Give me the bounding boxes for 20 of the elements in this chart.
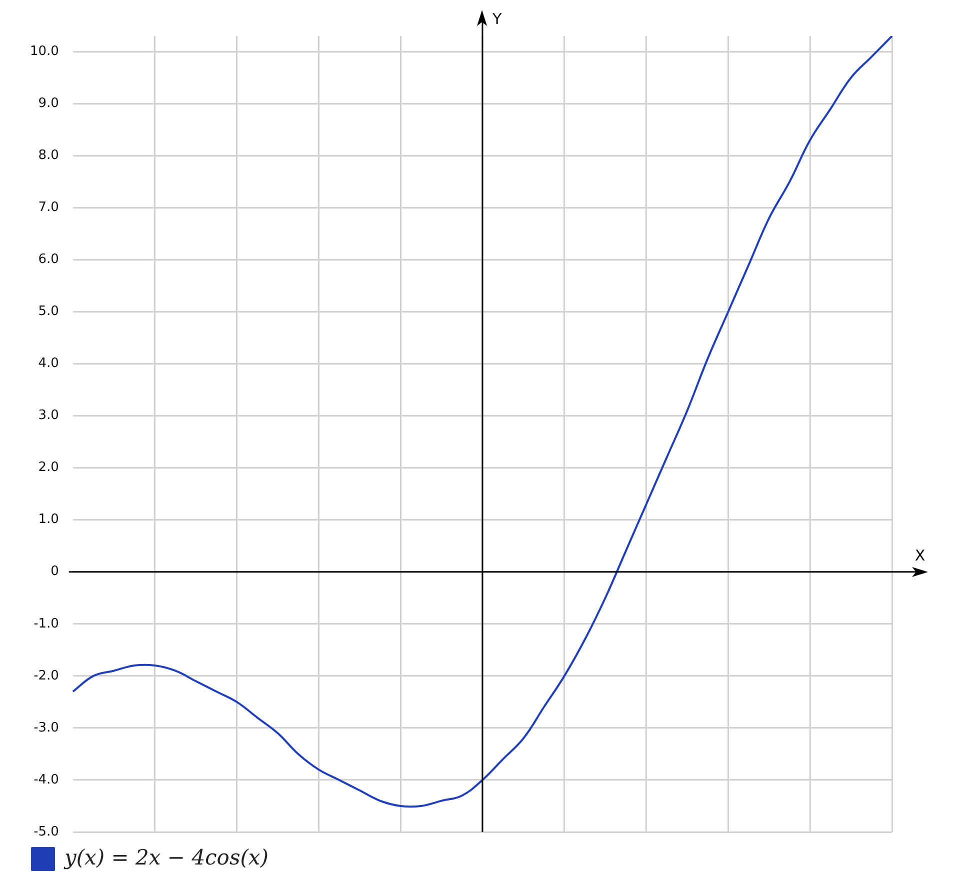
y-tick-label: 4.0	[38, 356, 59, 372]
x-axis-title: X	[914, 546, 926, 564]
y-tick-label: -5.0	[34, 824, 59, 840]
y-tick-label: 5.0	[38, 304, 59, 320]
y-tick-label: -1.0	[34, 616, 59, 632]
y-tick-label: -3.0	[34, 720, 59, 736]
line-series	[72, 36, 893, 808]
y-tick-label: 3.0	[38, 408, 59, 424]
y-tick-label: 7.0	[38, 200, 59, 216]
y-tick-label: 2.0	[38, 460, 59, 476]
y-tick-label: -4.0	[34, 772, 59, 788]
y-tick-label: 9.0	[38, 96, 59, 112]
y-tick-label: -2.0	[34, 668, 59, 684]
legend-label: y(x) = 2x − 4cos(x)	[64, 845, 268, 870]
y-tick-label: 0	[50, 564, 59, 580]
y-axis-title: Y	[491, 10, 502, 28]
y-tick-label: 8.0	[38, 148, 59, 164]
y-tick-label: 6.0	[38, 252, 59, 268]
y-tick-label: 1.0	[38, 512, 59, 528]
y-tick-label: 10.0	[30, 44, 59, 59]
